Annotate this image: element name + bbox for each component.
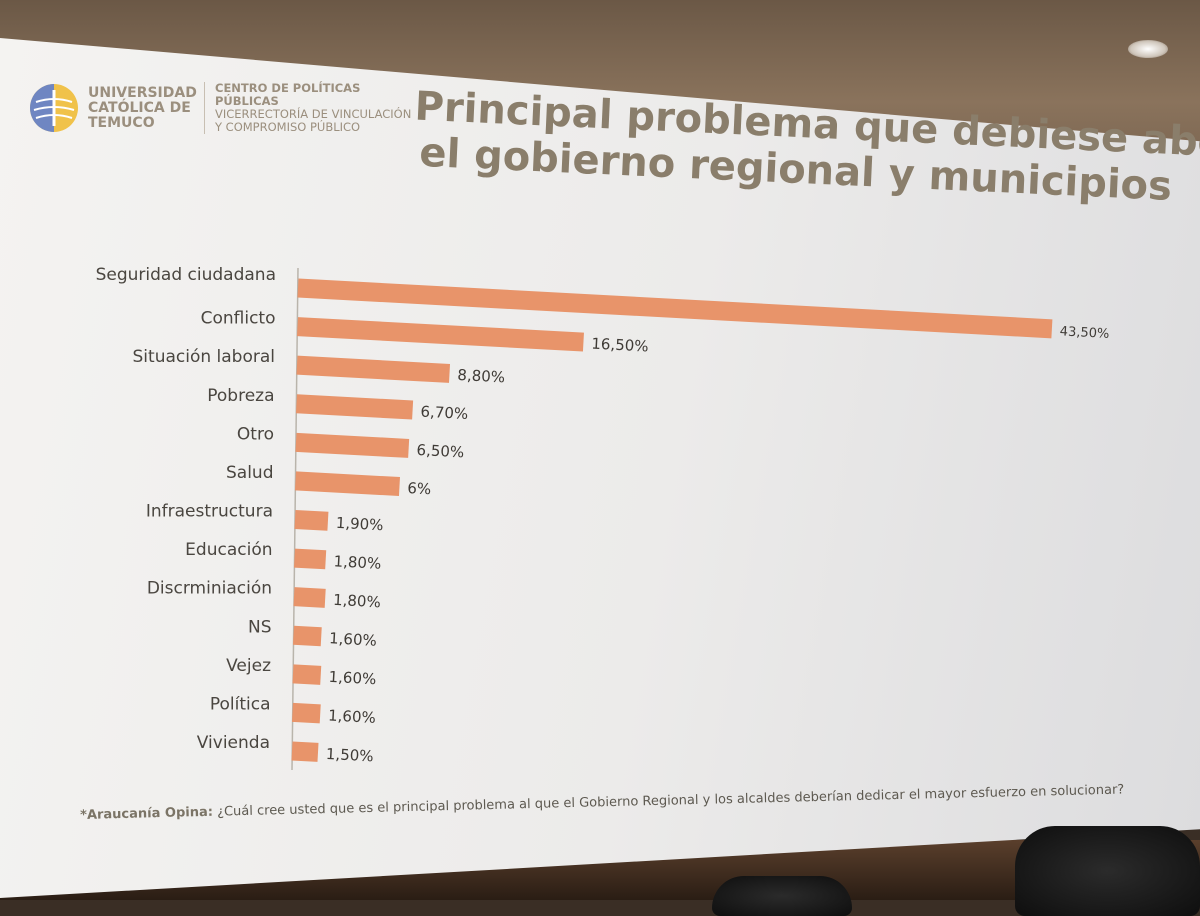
university-name-line-2: CATÓLICA DE	[88, 99, 191, 116]
university-name-line-3: TEMUCO	[88, 114, 155, 131]
bar-value-label: 6%	[407, 479, 432, 498]
bar	[291, 702, 321, 724]
bar-row: 1,60%	[292, 664, 377, 689]
bar	[294, 471, 400, 497]
category-label: Vejez	[226, 656, 271, 676]
category-label: Infraestructura	[146, 502, 273, 522]
bar-row: 1,60%	[291, 702, 377, 727]
bar-value-label: 1,80%	[333, 591, 382, 612]
category-label: Vivienda	[197, 733, 270, 753]
bar-row: 1,60%	[292, 625, 378, 650]
logo-divider	[204, 82, 205, 134]
bar-value-label: 1,60%	[329, 629, 378, 650]
category-label: Discrminiación	[147, 579, 272, 599]
category-label: Conflicto	[201, 309, 276, 329]
y-axis-line	[291, 267, 299, 771]
bar	[293, 587, 326, 608]
bar-value-label: 6,50%	[416, 441, 465, 462]
projection-screen	[0, 38, 1200, 898]
category-label: Situación laboral	[133, 347, 275, 367]
bar	[295, 394, 414, 420]
bar-row: 1,50%	[291, 741, 374, 766]
bar-row: 16,50%	[296, 317, 649, 356]
university-name-line-1: UNIVERSIDAD	[88, 84, 197, 101]
bar	[291, 741, 319, 762]
bar	[295, 432, 410, 458]
center-name-line-3: Y COMPROMISO PÚBLICO	[215, 120, 361, 134]
bar	[293, 548, 327, 570]
bar	[296, 317, 584, 352]
bar-row: 6,70%	[295, 394, 469, 423]
bar	[296, 355, 451, 383]
category-label: Otro	[237, 424, 274, 444]
university-seal-icon	[30, 84, 78, 132]
bar-row: 8,80%	[296, 355, 506, 387]
bar	[297, 278, 1053, 339]
center-name-line-2: VICERRECTORÍA DE VINCULACIÓN	[215, 107, 412, 121]
bar-value-label: 6,70%	[420, 402, 469, 423]
bar-value-label: 43,50%	[1059, 324, 1109, 342]
bar-row: 1,90%	[294, 510, 384, 534]
bar-row: 1,80%	[293, 587, 381, 611]
category-label: NS	[248, 617, 272, 637]
bar-value-label: 1,90%	[335, 514, 384, 535]
center-name: CENTRO DE POLÍTICAS PÚBLICAS VICERRECTOR…	[215, 82, 415, 134]
bar-row: 1,80%	[293, 548, 382, 573]
university-logo: UNIVERSIDAD CATÓLICA DE TEMUCO CENTRO DE…	[28, 82, 415, 134]
audience-seat	[1015, 826, 1200, 916]
center-name-line-1: CENTRO DE POLÍTICAS PÚBLICAS	[215, 81, 361, 108]
bar	[294, 510, 329, 531]
bar-value-label: 1,60%	[328, 706, 377, 727]
category-label: Educación	[185, 540, 272, 560]
bar	[292, 625, 322, 647]
category-label: Pobreza	[207, 386, 274, 406]
bar-value-label: 8,80%	[457, 366, 506, 387]
audience-head	[712, 876, 852, 916]
category-label: Política	[210, 694, 271, 714]
bar-value-label: 1,50%	[325, 745, 374, 766]
university-name: UNIVERSIDAD CATÓLICA DE TEMUCO	[88, 84, 198, 131]
ceiling-light	[1128, 40, 1168, 58]
category-label: Salud	[226, 463, 274, 483]
bar-row: 6,50%	[295, 432, 465, 462]
bar-value-label: 1,60%	[328, 668, 377, 689]
bar-row: 43,50%	[297, 278, 1110, 342]
bar-value-label: 16,50%	[591, 335, 649, 356]
bar	[292, 664, 322, 685]
bar-value-label: 1,80%	[333, 552, 382, 573]
category-label: Seguridad ciudadana	[96, 265, 276, 285]
bar-row: 6%	[294, 471, 432, 498]
